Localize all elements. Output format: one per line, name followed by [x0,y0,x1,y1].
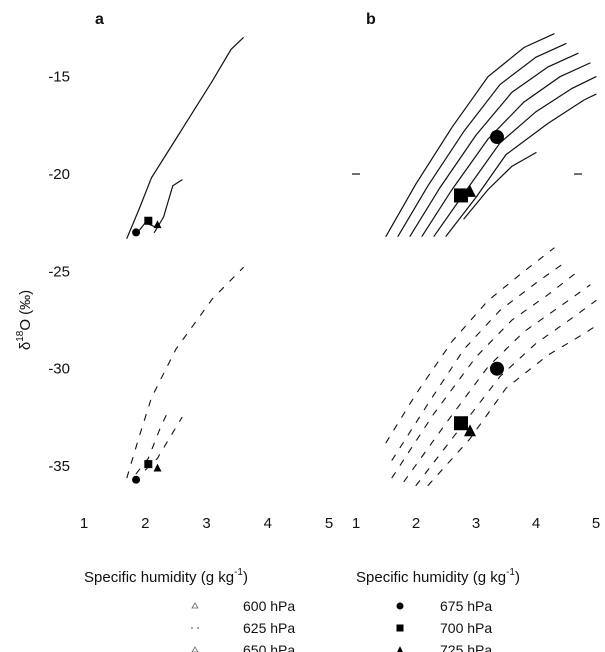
x-axis-title-a-end: ) [243,569,248,586]
legend-open-triangle-marker [191,602,199,609]
panel-a: a 1 2 3 4 5 -15 -20 -25 -30 -35 [48,11,333,532]
legend-open-triangle-marker [191,646,199,652]
legend-label: 650 hPa [243,642,295,652]
x-tick-label: 5 [592,515,600,532]
panel-a-dashed-curve [126,266,244,479]
legend-label: 700 hPa [440,620,492,636]
legend-item: 600 hPa [191,598,295,614]
panel-b-solid-curve [397,43,567,237]
x-axis-title-a: Specific humidity (g kg-1) [84,567,248,586]
legend-dot-marker [197,627,199,629]
legend-label: 675 hPa [440,598,492,614]
panel-a-dashed-curve [135,407,171,475]
y-axis-ticks: -15 -20 -25 -30 -35 [48,69,70,475]
x-tick-label: 4 [532,515,540,532]
x-axis-title-b-end: ) [515,569,520,586]
panel-b-solid-curve [463,152,537,220]
y-axis-title: δ18O (‰) [15,290,34,350]
legend-label: 625 hPa [243,620,295,636]
panel-b-triangle-marker [464,184,476,197]
panel-b-solid-curve [385,33,555,237]
x-tick-label: 5 [325,515,333,532]
panel-a-curves [126,37,244,479]
legend-triangle-marker [397,646,403,652]
panel-b-dashed-curve [391,270,579,479]
y-tick-label: -35 [48,458,70,475]
panel-b-dashed-curve [415,300,597,487]
panel-b-circle-marker [490,361,504,376]
panel-b-triangle-marker [464,424,476,437]
legend-item: 725 hPa [397,642,492,652]
panel-a-square-marker [144,460,153,469]
panel-b-dashed-curve [385,247,555,444]
panel-label-a: a [95,11,104,28]
legend-item: 650 hPa [191,642,295,652]
x-tick-label: 4 [264,515,272,532]
legend-square-marker [396,624,404,632]
panel-b-x-ticks: 1 2 3 4 5 [352,515,600,532]
panel-label-b: b [366,11,376,28]
x-axis-title-b: Specific humidity (g kg-1) [356,567,520,586]
panel-b-solid-curve [409,52,579,237]
panel-a-triangle-marker [153,463,162,472]
legend-dot-marker [191,627,193,629]
panel-a-circle-marker [132,228,141,237]
panel-b-square-marker [454,416,468,431]
panel-b-solid-curve [445,93,597,237]
panel-b-solid-curve [433,76,597,237]
y-axis-title-sup: 18 [15,330,26,342]
y-tick-label: -25 [48,263,70,280]
x-axis-title-b-main: Specific humidity (g kg [356,569,506,586]
panel-b-dashed-curve [403,284,591,483]
y-tick-label: -20 [48,166,70,183]
x-tick-label: 3 [202,515,210,532]
panel-b-circle-marker [490,130,504,145]
legend-item: 700 hPa [396,620,492,636]
x-axis-title-b-sup: -1 [506,567,515,578]
panel-b-solid-curve [421,62,591,237]
panel-b-dashed-curve [427,325,597,487]
panel-b-square-marker [454,188,468,203]
x-axis-title-a-main: Specific humidity (g kg [84,569,234,586]
panel-b-markers [454,130,504,437]
legend-label: 725 hPa [440,642,492,652]
panel-a-x-ticks: 1 2 3 4 5 [80,515,333,532]
y-axis-title-rest: O (‰) [17,290,34,331]
y-tick-label: -30 [48,361,70,378]
panel-b-curves [385,33,597,487]
legend-item: 625 hPa [191,620,295,636]
panel-a-circle-marker [132,475,141,484]
legend: 600 hPa 625 hPa 650 hPa 675 hPa 700 hPa 725 h… [191,598,492,652]
x-tick-label: 3 [472,515,480,532]
legend-item: 675 hPa [396,598,492,614]
panel-a-dashed-curve [144,416,183,471]
x-tick-label: 1 [80,515,88,532]
panel-a-markers [132,216,162,484]
x-tick-label: 2 [141,515,149,532]
panel-b: b 1 2 3 4 5 [352,11,600,532]
panel-a-square-marker [144,216,153,225]
x-tick-label: 1 [352,515,360,532]
panel-a-solid-curve [126,37,244,239]
legend-label: 600 hPa [243,598,295,614]
panel-a-triangle-marker [153,220,162,229]
x-axis-title-a-sup: -1 [234,567,243,578]
y-axis-title-delta: δ [17,342,34,350]
x-tick-label: 2 [412,515,420,532]
y-tick-label: -15 [48,69,70,86]
legend-circle-marker [396,602,404,610]
